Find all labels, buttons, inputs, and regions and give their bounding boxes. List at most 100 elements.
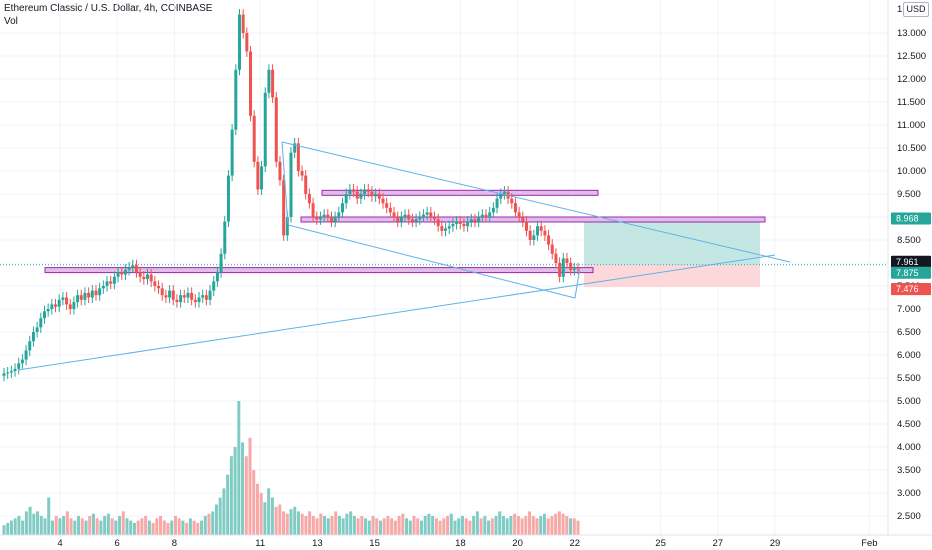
candle-body — [410, 219, 414, 222]
candle-body — [440, 226, 444, 231]
volume-bar — [62, 516, 66, 535]
volume-bar — [140, 518, 144, 535]
candle-body — [120, 272, 124, 275]
volume-bar — [408, 520, 412, 535]
candle-body — [488, 212, 492, 217]
candle-body — [201, 295, 205, 298]
volume-bar — [99, 520, 103, 535]
candle-body — [561, 258, 565, 277]
candle-body — [348, 189, 352, 194]
price-tick-label: 1 — [897, 4, 902, 15]
candle-body — [539, 226, 543, 231]
candle-body — [142, 276, 146, 280]
candle-body — [42, 311, 46, 319]
time-tick-label: 25 — [655, 538, 666, 549]
candle-body — [134, 265, 138, 273]
volume-bar — [6, 522, 10, 535]
candle-body — [83, 292, 87, 300]
candle-body — [304, 175, 308, 194]
candle-body — [296, 143, 300, 171]
price-tick-label: 4.500 — [897, 419, 921, 430]
volume-bar — [509, 516, 513, 535]
candle-body — [171, 290, 175, 300]
stop-zone — [584, 264, 760, 288]
volume-bar — [285, 513, 289, 535]
volume-bar — [121, 511, 125, 535]
candle-body — [473, 219, 477, 222]
volume-bar — [390, 518, 394, 535]
volume-bar — [315, 518, 319, 535]
volume-bar — [28, 506, 32, 535]
volume-bar — [77, 516, 81, 535]
time-tick-label: 8 — [172, 538, 177, 549]
candle-body — [502, 191, 506, 194]
volume-bar — [304, 516, 308, 535]
candle-body — [363, 189, 367, 194]
candle-body — [333, 217, 337, 222]
candle-body — [565, 258, 569, 263]
volume-bar — [17, 516, 21, 535]
volume-bar — [233, 447, 237, 535]
candle-body — [17, 363, 21, 369]
volume-bar — [341, 518, 345, 535]
candle-body — [13, 368, 17, 372]
volume-bar — [54, 516, 58, 535]
volume-bar — [259, 493, 263, 535]
volume-bar — [65, 511, 69, 535]
volume-bar — [222, 488, 226, 535]
volume-bar — [345, 513, 349, 535]
candles — [2, 9, 580, 382]
candle-body — [536, 226, 540, 236]
volume-bar — [267, 488, 271, 535]
volume-bar — [531, 516, 535, 535]
candle-body — [491, 207, 495, 213]
candle-body — [54, 304, 58, 307]
volume-bar — [401, 513, 405, 535]
price-tick-label: 5.500 — [897, 373, 921, 384]
price-tick-label: 6.500 — [897, 327, 921, 338]
time-tick-label: 13 — [312, 538, 323, 549]
candle-body — [241, 14, 245, 34]
volume-bar — [166, 522, 170, 535]
price-tick-label: 4.000 — [897, 442, 921, 453]
volume-bar — [2, 525, 6, 535]
candle-body — [289, 152, 293, 217]
wedge-tip — [574, 267, 581, 299]
candle-body — [311, 203, 315, 217]
candle-body — [94, 290, 98, 296]
volume-bar — [535, 518, 539, 535]
volume-label: Vol — [4, 16, 18, 27]
volume-bar — [88, 516, 92, 535]
candle-body — [433, 217, 436, 220]
candle-body — [469, 219, 473, 222]
volume-bar — [349, 511, 353, 535]
volume-bar — [330, 516, 334, 535]
candle-body — [480, 214, 484, 217]
volume-bar — [211, 511, 215, 535]
volume-bar — [375, 518, 379, 535]
volume-bar — [203, 516, 207, 535]
candle-body — [223, 221, 227, 254]
volume-bar — [367, 520, 371, 535]
volume-bar — [39, 516, 43, 535]
time-axis[interactable]: 4 6 8 11 13 15 18 20 22 25 27 29 Feb — [0, 534, 932, 549]
volume-bar — [136, 520, 140, 535]
price-badge — [891, 255, 931, 268]
volume-bar — [296, 511, 300, 535]
candle-body — [499, 194, 503, 199]
currency-button[interactable]: USD — [903, 2, 929, 17]
candle-body — [31, 332, 35, 342]
volume-bar — [364, 518, 368, 535]
volume-bar — [173, 516, 177, 535]
volume-bar — [229, 456, 233, 535]
volume-bar — [371, 516, 375, 535]
candle-body — [366, 189, 370, 192]
candle-body — [414, 219, 418, 222]
volume-bar — [453, 520, 457, 535]
candle-body — [385, 203, 389, 208]
volume-bar — [58, 518, 62, 535]
volume-bar — [226, 474, 230, 535]
volume-bar — [80, 518, 84, 535]
candle-body — [399, 217, 403, 222]
